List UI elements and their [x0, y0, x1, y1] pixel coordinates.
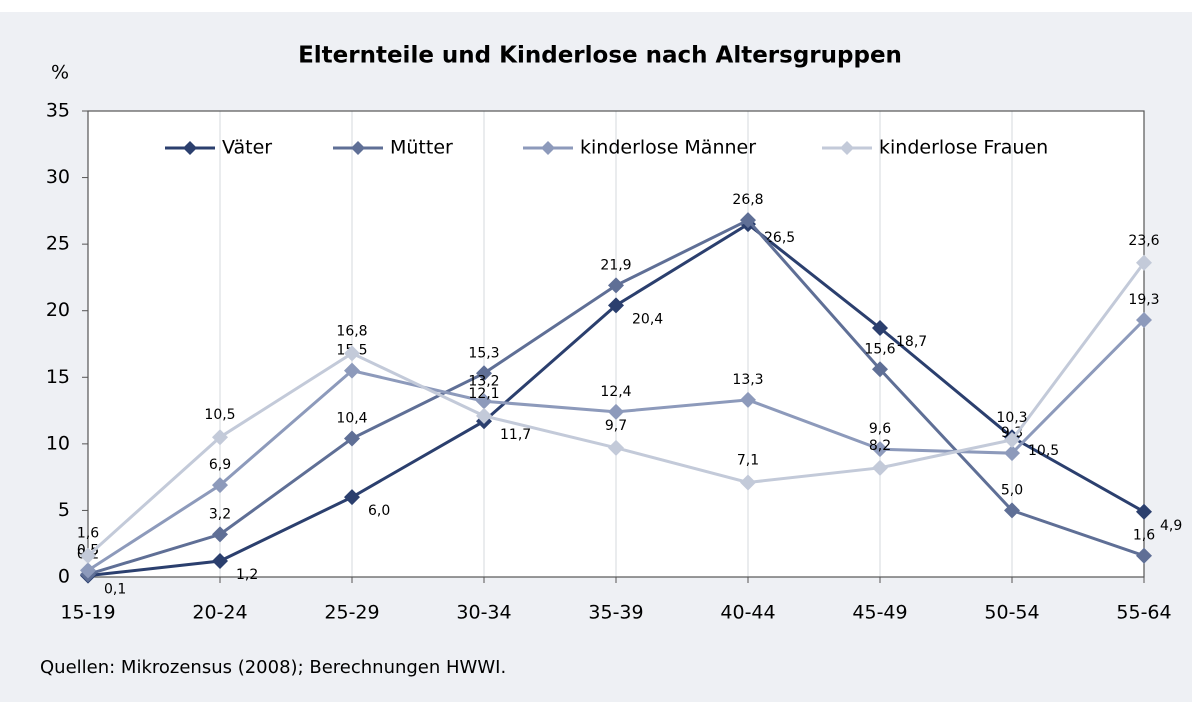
x-tick-label: 15-19: [60, 602, 115, 624]
x-tick-label: 35-39: [588, 602, 643, 624]
marker: [872, 441, 888, 458]
data-label: 26,5: [764, 230, 795, 246]
data-label: 9,6: [869, 421, 891, 437]
legend-label: Mütter: [390, 137, 453, 159]
legend-marker: [541, 141, 555, 155]
marker: [344, 362, 360, 379]
data-label: 1,6: [1133, 528, 1155, 544]
marker: [740, 391, 756, 408]
marker: [476, 365, 492, 382]
marker: [872, 320, 888, 337]
data-label: 19,3: [1128, 292, 1159, 308]
legend-label: Väter: [222, 137, 272, 159]
data-label: 6,0: [368, 503, 390, 519]
marker: [1004, 445, 1020, 462]
data-label: 13,2: [468, 373, 499, 389]
data-label: 12,4: [600, 384, 631, 400]
marker: [212, 526, 228, 543]
marker: [740, 212, 756, 229]
marker: [608, 297, 624, 314]
data-label: 18,7: [896, 334, 927, 350]
data-label: 20,4: [632, 311, 663, 327]
marker: [344, 345, 360, 362]
marker: [872, 459, 888, 476]
marker: [476, 407, 492, 424]
x-tick-label: 40-44: [720, 602, 775, 624]
y-tick-label: 10: [46, 432, 70, 454]
legend-label: kinderlose Frauen: [879, 137, 1048, 159]
y-tick-label: 20: [46, 299, 70, 321]
y-tick-label: 25: [46, 233, 70, 255]
data-label: 0,1: [104, 582, 126, 598]
marker: [80, 547, 96, 564]
data-label: 4,9: [1160, 518, 1182, 534]
legend-marker: [840, 141, 854, 155]
data-label: 21,9: [600, 257, 631, 273]
data-label: 3,2: [209, 506, 231, 522]
x-tick-label: 30-34: [456, 602, 511, 624]
y-axis-label: %: [51, 62, 69, 84]
source-note: Quellen: Mikrozensus (2008); Berechnunge…: [40, 657, 506, 678]
y-tick-label: 15: [46, 366, 70, 388]
marker: [608, 439, 624, 456]
legend-label: kinderlose Männer: [580, 137, 756, 159]
data-label: 10,3: [996, 410, 1027, 426]
marker: [1004, 431, 1020, 448]
marker: [344, 430, 360, 447]
marker: [476, 393, 492, 410]
marker: [1136, 503, 1152, 520]
marker: [1136, 254, 1152, 271]
data-label: 15,3: [468, 345, 499, 361]
marker: [212, 553, 228, 570]
marker: [608, 277, 624, 294]
data-label: 6,9: [209, 457, 231, 473]
x-tick-label: 55-64: [1116, 602, 1171, 624]
marker: [608, 403, 624, 420]
marker: [80, 562, 96, 579]
data-label: 10,4: [336, 411, 367, 427]
x-tick-label: 25-29: [324, 602, 379, 624]
data-label: 16,8: [336, 323, 367, 339]
marker: [740, 474, 756, 491]
marker: [212, 477, 228, 494]
marker: [872, 361, 888, 378]
chart-title: Elternteile und Kinderlose nach Altersgr…: [298, 43, 902, 69]
data-label: 5,0: [1001, 482, 1023, 498]
data-label: 7,1: [737, 452, 759, 468]
data-label: 1,2: [236, 567, 258, 583]
marker: [1136, 547, 1152, 564]
marker: [212, 429, 228, 446]
data-label: 1,6: [77, 526, 99, 542]
legend-marker: [183, 141, 197, 155]
data-label: 26,8: [732, 192, 763, 208]
marker: [1004, 502, 1020, 519]
data-label: 12,1: [468, 386, 499, 402]
data-label: 13,3: [732, 372, 763, 388]
data-label: 10,5: [1028, 443, 1059, 459]
legend-marker: [351, 141, 365, 155]
x-tick-label: 50-54: [984, 602, 1039, 624]
marker: [344, 489, 360, 506]
y-tick-label: 5: [58, 499, 70, 521]
data-label: 9,7: [605, 418, 627, 434]
y-tick-label: 0: [58, 566, 70, 588]
data-label: 10,5: [204, 407, 235, 423]
data-label: 8,2: [869, 438, 891, 454]
data-label: 23,6: [1128, 233, 1159, 249]
x-tick-label: 45-49: [852, 602, 907, 624]
y-tick-label: 30: [46, 166, 70, 188]
x-tick-label: 20-24: [192, 602, 247, 624]
y-tick-label: 35: [46, 100, 70, 122]
marker: [1136, 312, 1152, 329]
data-label: 15,6: [864, 341, 895, 357]
data-label: 11,7: [500, 427, 531, 443]
